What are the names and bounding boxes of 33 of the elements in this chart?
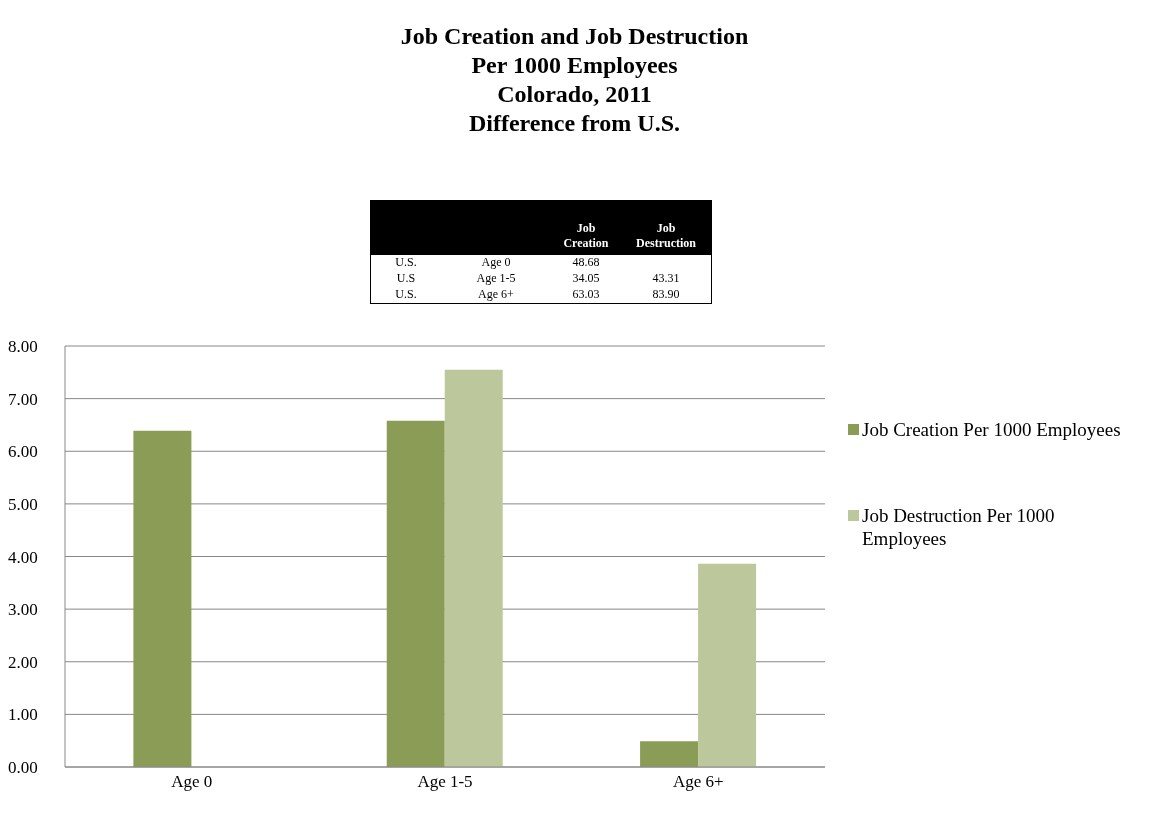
bar: [698, 563, 757, 767]
bar: [640, 741, 699, 767]
y-tick-label: 4.00: [8, 547, 38, 567]
y-tick-label: 7.00: [8, 389, 38, 409]
text: Age 6+: [477, 287, 515, 303]
text: U.S.: [394, 287, 418, 303]
text: Age 1-5: [475, 271, 517, 287]
y-tick-label: 2.00: [8, 652, 38, 672]
y-tick-label: 5.00: [8, 494, 38, 514]
text: 43.31: [651, 271, 681, 287]
text: 63.03: [571, 287, 601, 303]
x-tick-label: Age 1-5: [417, 772, 473, 792]
y-tick-label: 1.00: [8, 705, 38, 725]
y-tick-label: 3.00: [8, 600, 38, 620]
bar: [133, 430, 192, 767]
text: 83.90: [651, 287, 681, 303]
bar: [444, 369, 503, 767]
legend-label: Job Creation Per 1000 Employees: [862, 418, 1122, 441]
x-tick-label: Age 6+: [673, 772, 724, 792]
text: 34.05: [571, 271, 601, 287]
text: U.S.: [394, 255, 418, 271]
text: U.S: [395, 271, 417, 287]
text: Job Destruction: [635, 221, 697, 251]
y-tick-label: 8.00: [8, 337, 38, 357]
legend-label: Job Destruction Per 1000 Employees: [862, 504, 1056, 550]
text: Age 0: [480, 255, 512, 271]
bar: [386, 420, 445, 767]
y-tick-label: 6.00: [8, 442, 38, 462]
x-tick-label: Age 0: [171, 772, 213, 792]
text: Job Creation: [562, 221, 610, 251]
y-tick-label: 0.00: [8, 758, 38, 778]
text: 48.68: [571, 255, 601, 271]
chart-title: Job Creation and Job Destruction Per 1000 Employees Colorado, 2011 Difference from U.S.: [399, 22, 750, 138]
